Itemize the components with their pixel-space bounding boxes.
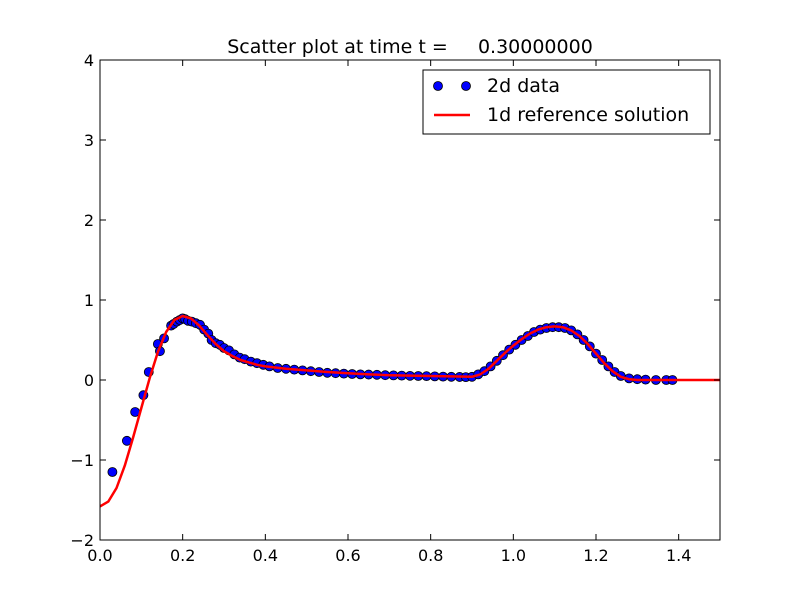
chart-title: Scatter plot at time t = 0.30000000 xyxy=(227,36,593,58)
x-tick-label: 1.4 xyxy=(666,546,691,565)
ticks-layer: 0.0 0.2 0.4 0.6 0.8 1.0 1.2 1.4 −2 −1 0 1 2 3 4 xyxy=(70,51,720,565)
y-tick-label: −2 xyxy=(70,531,94,550)
x-tick-label: 0.8 xyxy=(418,546,443,565)
y-tick-label: 0 xyxy=(84,371,94,390)
x-tick-label: 0.2 xyxy=(170,546,195,565)
y-tick-label: 4 xyxy=(84,51,94,70)
y-tick-label: 3 xyxy=(84,131,94,150)
x-tick-label: 1.2 xyxy=(583,546,608,565)
legend: 2d data 1d reference solution xyxy=(422,69,711,135)
legend-box xyxy=(422,69,711,135)
x-tick-label: 1.0 xyxy=(501,546,526,565)
plot-area: 0.0 0.2 0.4 0.6 0.8 1.0 1.2 1.4 −2 −1 0 1 2 3 4 xyxy=(70,51,721,565)
y-tick-label: −1 xyxy=(70,451,94,470)
x-tick-label: 0.0 xyxy=(87,546,112,565)
y-tick-label: 2 xyxy=(84,211,94,230)
series-layer xyxy=(100,313,720,508)
x-tick-label: 0.4 xyxy=(253,546,278,565)
legend-label-2d-data: 2d data xyxy=(487,75,560,97)
y-tick-label: 1 xyxy=(84,291,94,310)
data-point xyxy=(107,467,118,477)
x-tick-label: 0.6 xyxy=(335,546,360,565)
legend-marker-2d-data xyxy=(461,81,471,91)
reference-solution-line xyxy=(100,314,720,508)
legend-marker-2d-data xyxy=(433,81,443,91)
legend-label-reference: 1d reference solution xyxy=(487,104,689,126)
